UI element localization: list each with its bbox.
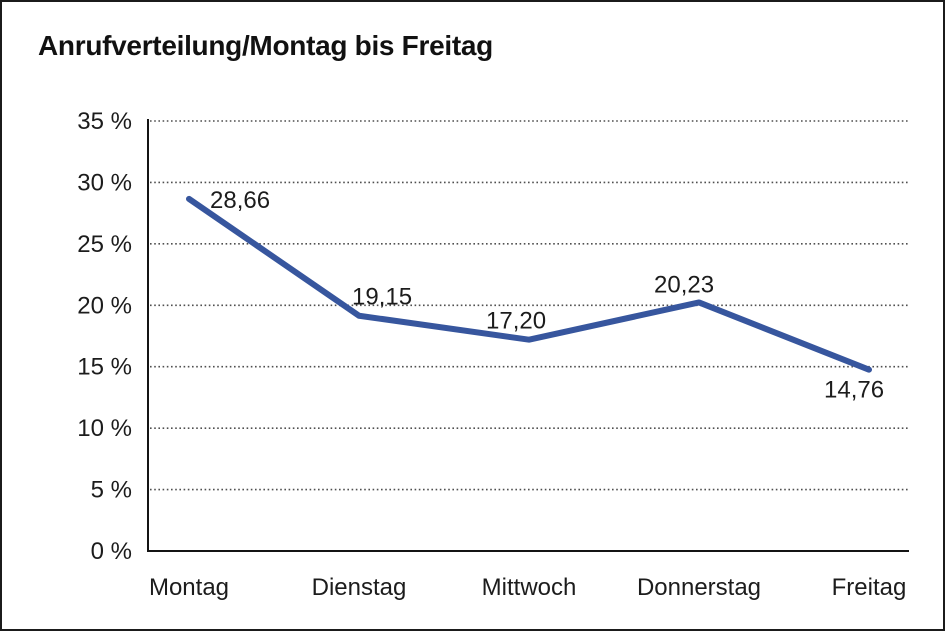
data-point-label: 19,15 <box>352 284 412 311</box>
y-axis-tick-label: 30 % <box>77 169 132 196</box>
x-axis-category-label: Montag <box>149 574 229 601</box>
x-axis-category-label: Dienstag <box>312 574 407 601</box>
data-point-label: 14,76 <box>824 377 884 404</box>
x-axis-category-label: Freitag <box>832 574 907 601</box>
y-axis-tick-label: 10 % <box>77 415 132 442</box>
x-axis-category-label: Mittwoch <box>482 574 577 601</box>
data-point-label: 17,20 <box>486 308 546 335</box>
y-axis-tick-label: 5 % <box>91 477 132 504</box>
data-line <box>186 195 872 373</box>
data-point-label: 20,23 <box>654 271 714 298</box>
x-axis-category-label: Donnerstag <box>637 574 761 601</box>
y-axis-tick-label: 20 % <box>77 292 132 319</box>
y-axis-tick-label: 25 % <box>77 231 132 258</box>
data-point-label: 28,66 <box>210 187 270 214</box>
chart-title: Anrufverteilung/Montag bis Freitag <box>38 30 493 61</box>
y-axis-tick-label: 35 % <box>77 108 132 135</box>
y-axis-tick-label: 0 % <box>91 538 132 565</box>
y-axis-tick-label: 15 % <box>77 354 132 381</box>
